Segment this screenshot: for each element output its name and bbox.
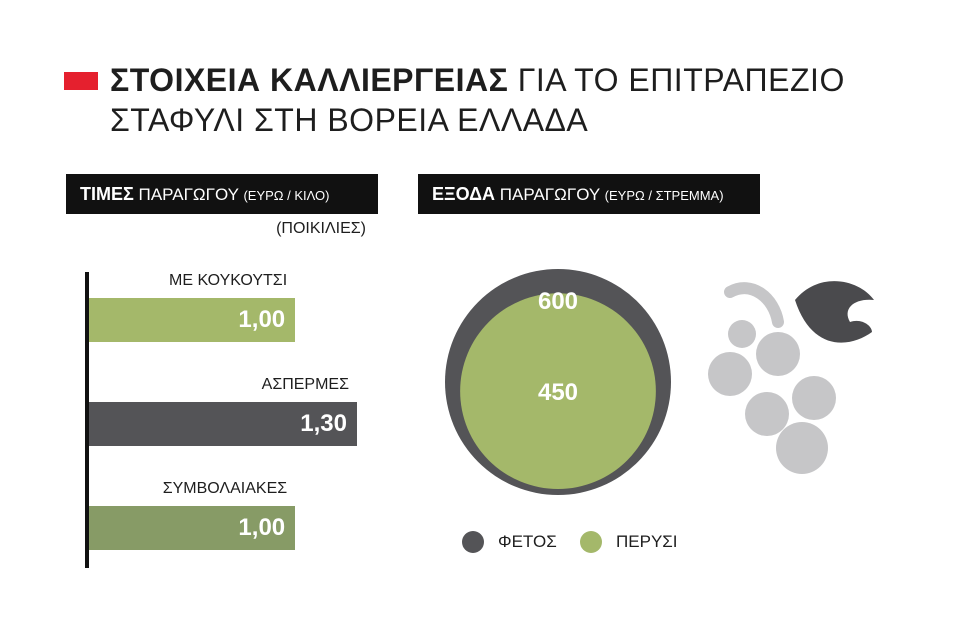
- bar-value-label: 1,00: [238, 306, 286, 333]
- bar: 1,00: [89, 506, 296, 550]
- title-marker: [64, 72, 98, 90]
- circle-this-year-label: 600: [538, 288, 578, 315]
- prices-header: ΤΙΜΕΣ ΠΑΡΑΓΩΓΟΥ (ΕΥΡΩ / ΚΙΛΟ): [66, 174, 378, 214]
- bar: 1,00: [89, 298, 296, 342]
- costs-header: ΕΞΟΔΑ ΠΑΡΑΓΩΓΟΥ (ΕΥΡΩ / ΣΤΡΕΜΜΑ): [418, 174, 760, 214]
- prices-header-unit: (ΕΥΡΩ / ΚΙΛΟ): [243, 188, 330, 203]
- legend-item: ΦΕΤΟΣ: [462, 528, 557, 556]
- costs-header-bold: ΕΞΟΔΑ: [432, 184, 496, 204]
- circle-last-year: [460, 293, 656, 489]
- costs-header-text: ΠΑΡΑΓΩΓΟΥ: [495, 185, 605, 204]
- page-title: ΣΤΟΙΧΕΙΑ ΚΑΛΛΙΕΡΓΕΙΑΣ ΓΙΑ ΤΟ ΕΠΙΤΡΑΠΕΖΙΟ…: [110, 60, 845, 140]
- legend-label: ΦΕΤΟΣ: [498, 532, 557, 551]
- costs-header-unit: (ΕΥΡΩ / ΣΤΡΕΜΜΑ): [604, 188, 724, 203]
- bar-label: ΜΕ ΚΟΥΚΟΥΤΣΙ: [169, 272, 288, 289]
- title-rest: ΓΙΑ ΤΟ ΕΠΙΤΡΑΠΕΖΙΟ: [508, 62, 845, 98]
- legend-item: ΠΕΡΥΣΙ: [580, 528, 678, 556]
- legend-swatch: [580, 531, 602, 553]
- bar: 1,30: [89, 402, 357, 446]
- bar-label: ΣΥΜΒΟΛΑΙΑΚΕΣ: [162, 480, 288, 497]
- title-bold: ΣΤΟΙΧΕΙΑ ΚΑΛΛΙΕΡΓΕΙΑΣ: [110, 62, 509, 98]
- bar-label: ΑΣΠΕΡΜΕΣ: [261, 376, 349, 393]
- bar-axis-line: [85, 272, 89, 568]
- circle-last-year-label: 450: [538, 379, 578, 406]
- legend-swatch: [462, 531, 484, 553]
- title-line2: ΣΤΑΦΥΛΙ ΣΤΗ ΒΟΡΕΙΑ ΕΛΛΑΔΑ: [110, 102, 589, 138]
- cost-circles-chart: 600 450: [445, 269, 671, 495]
- prices-header-bold: ΤΙΜΕΣ: [80, 184, 134, 204]
- varieties-note: (ΠΟΙΚΙΛΙΕΣ): [276, 220, 366, 237]
- grapes-icon: [708, 281, 874, 474]
- legend-label: ΠΕΡΥΣΙ: [616, 532, 678, 551]
- bar-value-label: 1,30: [300, 410, 347, 437]
- prices-header-text: ΠΑΡΑΓΩΓΟΥ: [133, 185, 244, 204]
- bar-value-label: 1,00: [238, 514, 286, 541]
